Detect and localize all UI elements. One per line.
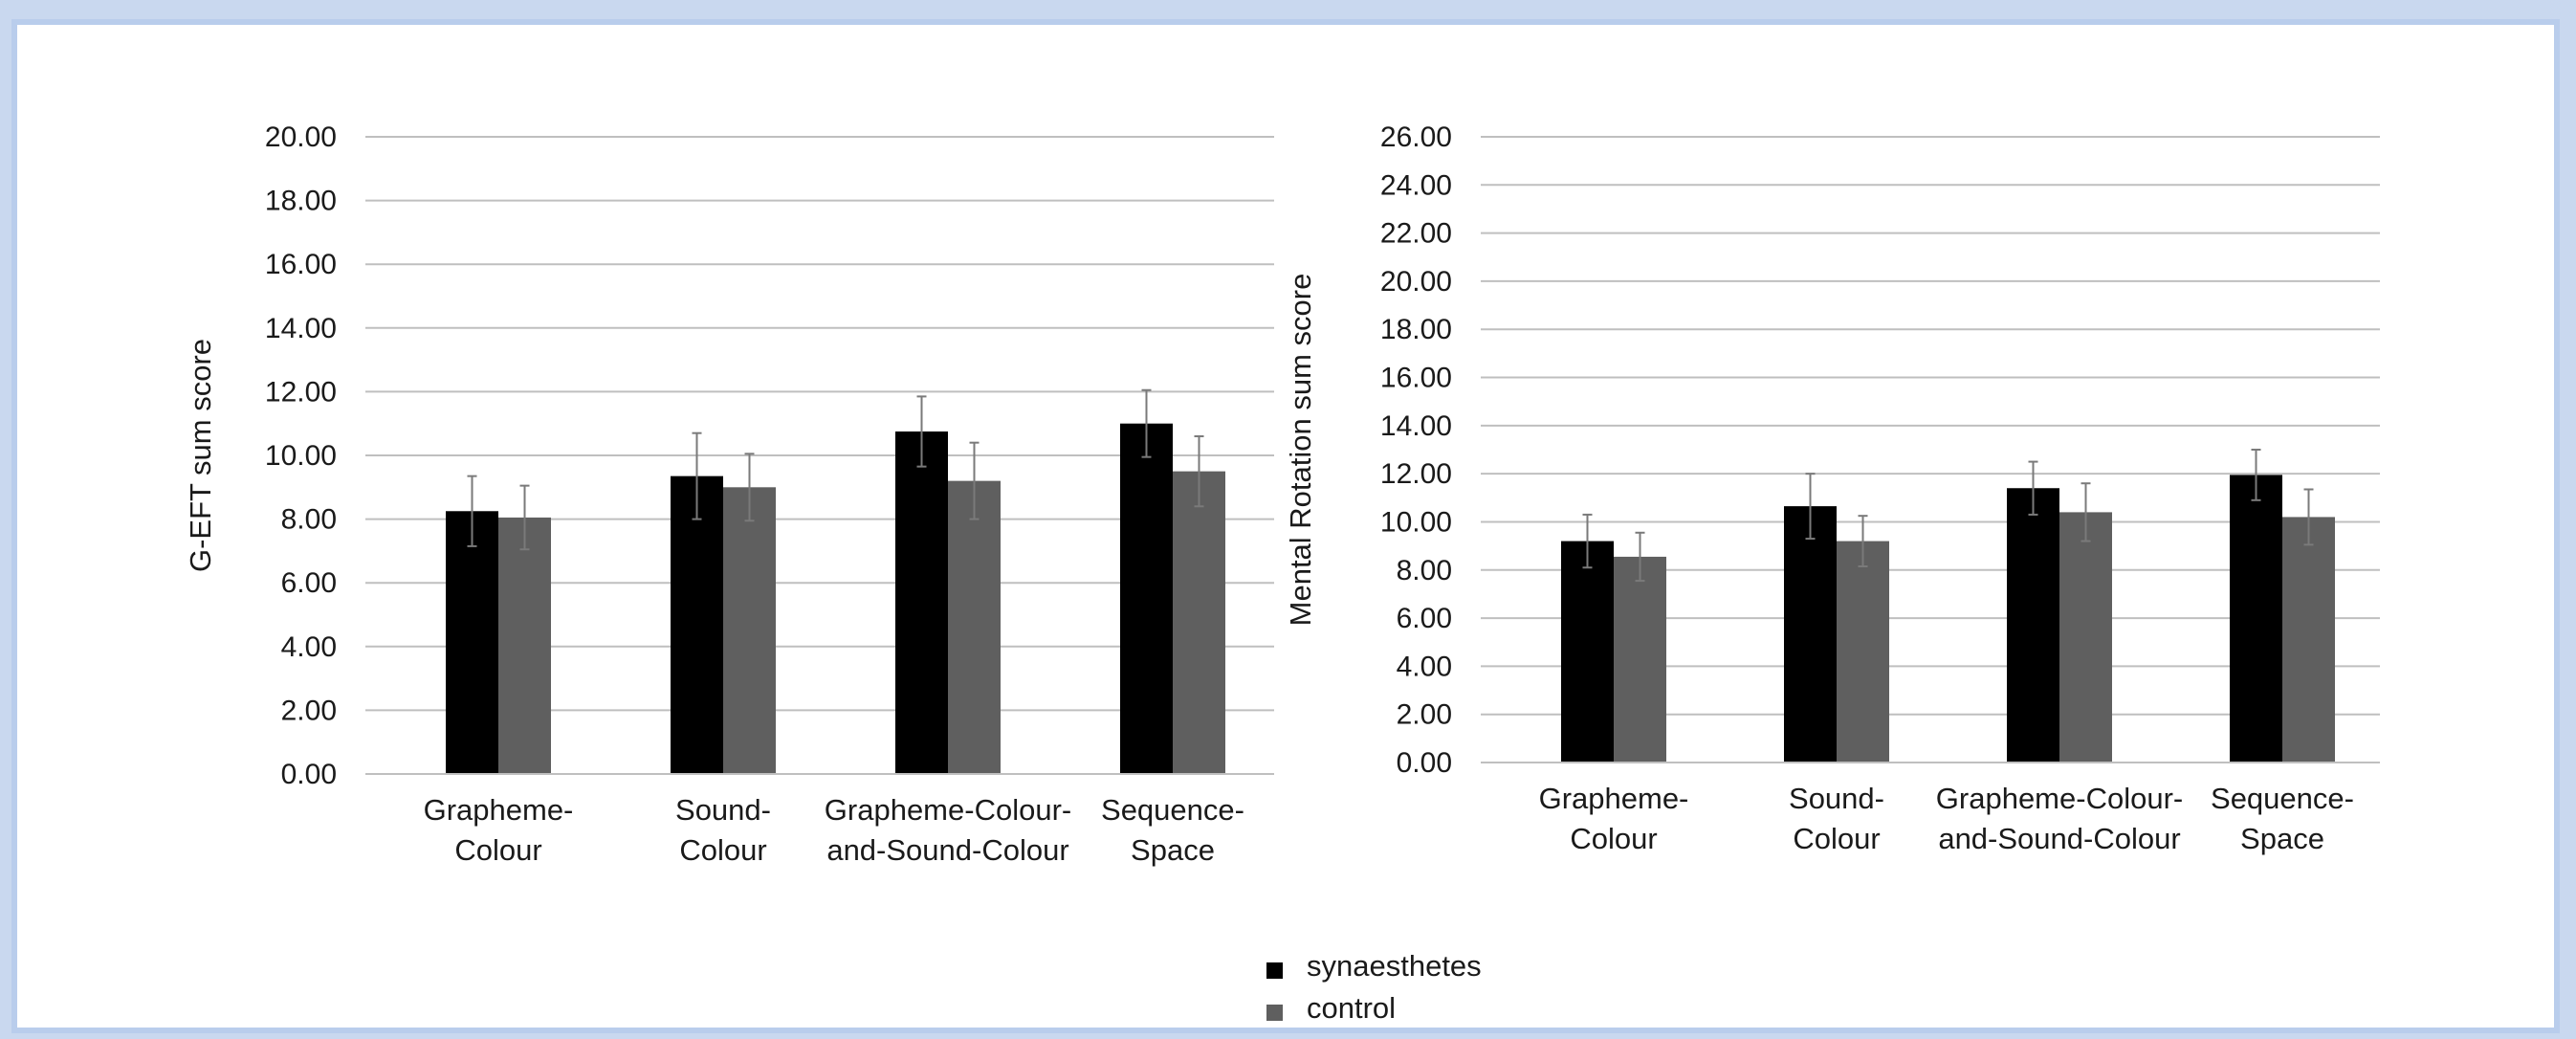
x-category-label: Colour bbox=[679, 833, 766, 867]
y-axis-label: Mental Rotation sum score bbox=[1284, 274, 1317, 627]
y-tick-label: 12.00 bbox=[265, 376, 337, 408]
bar-synaesthetes-2 bbox=[1784, 506, 1837, 763]
figure-frame: 0.00 2.00 4.00 6.00 8.00 10.00 12.00 14.00 16.00… bbox=[11, 19, 2560, 1033]
y-tick-label: 20.00 bbox=[1380, 266, 1452, 298]
legend-swatch-synaesthetes bbox=[1266, 962, 1283, 979]
y-tick-label: 0.00 bbox=[281, 759, 337, 790]
legend-label-control: control bbox=[1307, 991, 1396, 1025]
y-tick-label: 24.00 bbox=[1380, 169, 1452, 201]
y-tick-label: 2.00 bbox=[281, 695, 337, 726]
y-tick-label: 14.00 bbox=[1380, 410, 1452, 442]
chart-2: 0.00 2.00 4.00 6.00 8.00 10.00 12.00 14.00 16.00… bbox=[1284, 122, 2380, 855]
y-tick-label: 22.00 bbox=[1380, 218, 1452, 250]
y-tick-label: 4.00 bbox=[281, 631, 337, 663]
x-category-label: Grapheme- bbox=[424, 793, 574, 827]
x-category-label: Grapheme- bbox=[1539, 782, 1689, 815]
y-tick-label: 16.00 bbox=[265, 249, 337, 280]
legend: synaesthetes control bbox=[1266, 949, 1482, 1025]
y-tick-label: 10.00 bbox=[265, 440, 337, 472]
x-category-label: Colour bbox=[1570, 822, 1657, 855]
x-category-label: Space bbox=[2240, 822, 2324, 855]
y-tick-label: 8.00 bbox=[281, 504, 337, 536]
x-category-label: Sound- bbox=[1789, 782, 1884, 815]
bar-synaesthetes-3 bbox=[2007, 488, 2059, 763]
y-tick-label: 2.00 bbox=[1397, 699, 1452, 731]
x-category-label: Grapheme-Colour- bbox=[825, 793, 1071, 827]
y-tick-label: 0.00 bbox=[1397, 747, 1452, 779]
charts-svg: 0.00 2.00 4.00 6.00 8.00 10.00 12.00 14.00 16.00… bbox=[184, 122, 2380, 1025]
x-category-label: Colour bbox=[454, 833, 541, 867]
bar-synaesthetes-2 bbox=[671, 475, 723, 774]
y-tick-label: 12.00 bbox=[1380, 458, 1452, 490]
x-category-label: Space bbox=[1131, 833, 1215, 867]
bar-control-1 bbox=[1614, 556, 1666, 763]
chart-1: 0.00 2.00 4.00 6.00 8.00 10.00 12.00 14.00 16.00… bbox=[184, 122, 1274, 867]
x-category-label: and-Sound-Colour bbox=[1938, 822, 2180, 855]
bar-synaesthetes-1 bbox=[446, 511, 498, 774]
bar-control-3 bbox=[948, 480, 1001, 774]
y-tick-label: 14.00 bbox=[265, 313, 337, 344]
y-tick-label: 26.00 bbox=[1380, 122, 1452, 153]
bar-control-2 bbox=[1837, 541, 1889, 763]
y-axis-label: G-EFT sum score bbox=[184, 339, 217, 572]
bar-control-2 bbox=[723, 487, 776, 774]
y-tick-label: 18.00 bbox=[1380, 314, 1452, 345]
legend-swatch-control bbox=[1266, 1005, 1283, 1021]
x-category-label: Sequence- bbox=[2211, 782, 2354, 815]
y-tick-label: 16.00 bbox=[1380, 363, 1452, 394]
bar-synaesthetes-3 bbox=[895, 431, 948, 774]
bar-control-3 bbox=[2059, 512, 2112, 763]
x-category-label: and-Sound-Colour bbox=[826, 833, 1068, 867]
y-tick-label: 8.00 bbox=[1397, 555, 1452, 586]
bar-control-1 bbox=[498, 517, 551, 774]
x-category-label: Grapheme-Colour- bbox=[1936, 782, 2183, 815]
y-tick-label: 20.00 bbox=[265, 122, 337, 153]
legend-label-synaesthetes: synaesthetes bbox=[1307, 949, 1482, 983]
x-category-label: Sequence- bbox=[1101, 793, 1244, 827]
bar-synaesthetes-4 bbox=[1120, 423, 1173, 774]
y-tick-label: 6.00 bbox=[281, 567, 337, 599]
x-category-label: Sound- bbox=[675, 793, 771, 827]
bar-control-4 bbox=[1173, 471, 1225, 774]
y-tick-label: 10.00 bbox=[1380, 506, 1452, 538]
bar-synaesthetes-4 bbox=[2230, 475, 2282, 763]
y-tick-label: 4.00 bbox=[1397, 651, 1452, 682]
bar-control-4 bbox=[2282, 517, 2335, 763]
x-category-label: Colour bbox=[1793, 822, 1880, 855]
y-tick-label: 18.00 bbox=[265, 186, 337, 217]
y-tick-label: 6.00 bbox=[1397, 603, 1452, 634]
bar-synaesthetes-1 bbox=[1561, 541, 1614, 763]
